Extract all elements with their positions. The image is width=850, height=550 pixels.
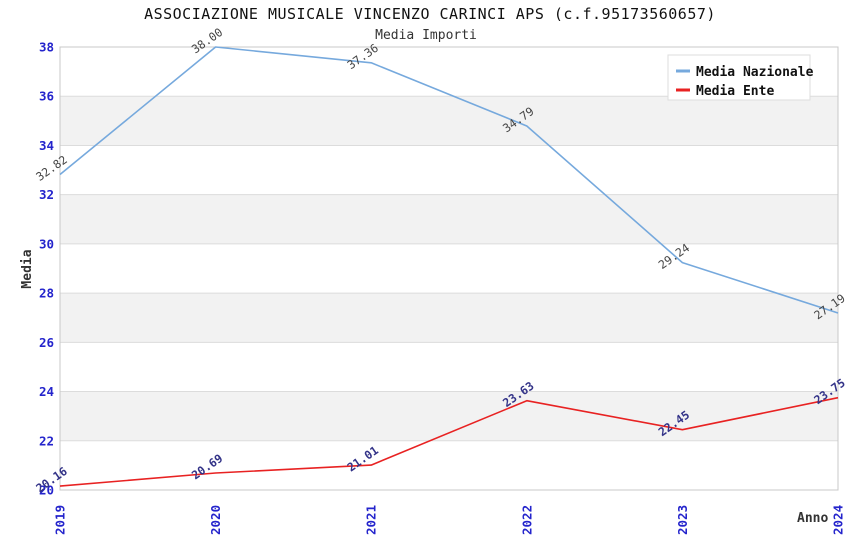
y-tick-label: 28 [39, 286, 54, 301]
series-lines [59, 46, 839, 487]
y-tick-label: 34 [39, 138, 54, 153]
point-label: 37.36 [345, 41, 381, 72]
plot-band [60, 293, 838, 343]
plot-border [59, 46, 839, 491]
plot-gridlines [60, 95, 838, 442]
y-tick-label: 30 [39, 236, 54, 251]
legend: Media Nazionale Media Ente [667, 54, 814, 101]
x-tick-label: 2022 [519, 505, 534, 535]
plot-bands [60, 96, 838, 441]
plot-band [60, 194, 838, 244]
y-axis-tick-labels: 20 22 24 26 28 30 32 34 36 38 [39, 40, 54, 498]
x-tick-label: 2020 [208, 505, 223, 535]
point-label: 21.01 [345, 443, 381, 474]
y-axis-title: Media [20, 249, 35, 288]
chart-subtitle: Media Importi [375, 28, 477, 43]
y-tick-label: 32 [39, 187, 54, 202]
x-axis-tick-labels: 2019 2020 2021 2022 2023 2024 [53, 505, 846, 535]
x-axis-title: Anno [797, 511, 828, 526]
line-media-ente [59, 396, 839, 487]
plot-band [60, 96, 838, 146]
legend-label-media-nazionale: Media Nazionale [696, 65, 814, 80]
x-tick-label: 2024 [831, 505, 846, 535]
point-label: 32.82 [33, 152, 69, 183]
y-tick-label: 26 [39, 335, 54, 350]
y-tick-label: 22 [39, 433, 54, 448]
point-label: 20.69 [189, 451, 225, 482]
y-tick-label: 36 [39, 89, 54, 104]
x-tick-label: 2023 [675, 505, 690, 535]
line-media-nazionale [59, 46, 839, 314]
x-tick-label: 2019 [53, 505, 68, 535]
legend-label-media-ente: Media Ente [696, 84, 774, 99]
y-tick-label: 38 [39, 40, 54, 55]
legend-box [667, 54, 811, 101]
point-label: 29.24 [656, 241, 692, 272]
y-tick-label: 24 [39, 384, 54, 399]
point-label: 38.00 [189, 25, 225, 56]
y-tick-label: 20 [39, 483, 54, 498]
x-tick-label: 2021 [364, 505, 379, 535]
chart-title: ASSOCIAZIONE MUSICALE VINCENZO CARINCI A… [144, 5, 716, 23]
